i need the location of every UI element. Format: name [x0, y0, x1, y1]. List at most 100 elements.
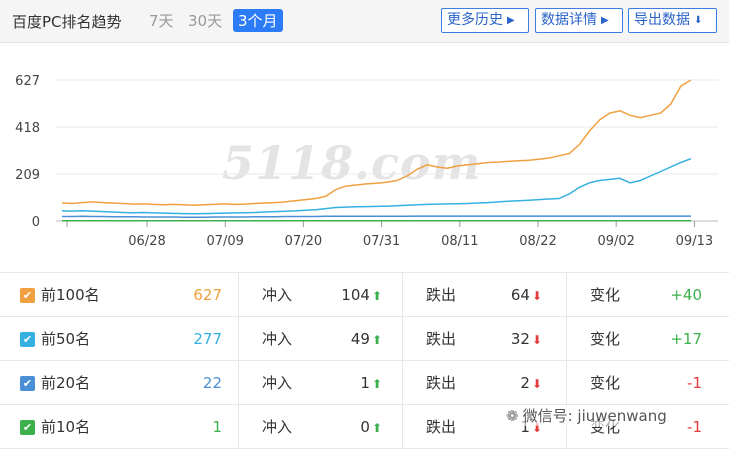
change-value: -1: [687, 374, 702, 392]
in-value: 1: [360, 374, 370, 392]
x-tick-label: 09/02: [597, 234, 634, 249]
divider: [402, 317, 403, 361]
in-label: 冲入: [262, 330, 293, 348]
watermark-logo: 5118.com: [222, 136, 482, 190]
trend-chart-svg: 627 418 209 0 06/28 07/09 07/20 07/31 08/11 08/22…: [15, 74, 718, 249]
change-label: 变化: [590, 374, 621, 392]
x-tick-label: 09/13: [676, 234, 713, 249]
rank-count: 1: [212, 418, 222, 436]
in-value-cell: 1 ⬆: [320, 361, 382, 405]
out-value-cell: 1 ⬇: [480, 405, 542, 449]
divider: [402, 361, 403, 405]
data-details-label: 数据详情: [541, 12, 597, 28]
rank-count: 277: [193, 330, 222, 348]
divider: [238, 273, 239, 317]
rank-label: 前10名: [41, 418, 91, 436]
divider: [402, 405, 403, 449]
divider: [238, 317, 239, 361]
change-label: 变化: [590, 286, 621, 304]
rank-label: 前100名: [41, 286, 100, 304]
series-line-2: [62, 215, 691, 218]
out-label: 跌出: [426, 286, 457, 304]
in-label: 冲入: [262, 286, 293, 304]
checkbox-icon[interactable]: ✔: [20, 420, 35, 435]
in-value: 49: [350, 330, 370, 348]
x-tick-label: 06/28: [128, 234, 165, 249]
x-tick-label: 07/20: [285, 234, 322, 249]
divider: [566, 361, 567, 405]
change-value: -1: [687, 418, 702, 436]
series-line-1: [61, 157, 692, 215]
change-value: +40: [670, 286, 702, 304]
arrow-up-icon: ⬆: [371, 333, 382, 347]
download-icon: ⬇: [694, 15, 703, 26]
checkbox-icon[interactable]: ✔: [20, 332, 35, 347]
rank-label: 前20名: [41, 374, 91, 392]
in-value: 0: [360, 418, 370, 436]
out-value: 64: [510, 286, 530, 304]
divider: [566, 405, 567, 449]
export-data-button[interactable]: 导出数据 ⬇: [628, 8, 717, 33]
divider: [566, 317, 567, 361]
tab-7-days[interactable]: 7天: [149, 12, 174, 30]
divider: [402, 273, 403, 317]
out-label: 跌出: [426, 374, 457, 392]
tab-3-months[interactable]: 3个月: [233, 9, 283, 32]
divider: [566, 273, 567, 317]
out-value-cell: 64 ⬇: [480, 273, 542, 317]
rank-count: 22: [202, 374, 222, 392]
rank-count: 627: [193, 286, 222, 304]
in-label: 冲入: [262, 418, 293, 436]
export-data-label: 导出数据: [634, 12, 690, 28]
arrow-down-icon: ⬇: [531, 289, 542, 303]
caret-right-icon: ▶: [507, 15, 515, 26]
wechat-id: 微信号: jiuwenwang: [522, 407, 667, 425]
out-label: 跌出: [426, 330, 457, 348]
out-value: 2: [520, 374, 530, 392]
table-row: ✔ 前100名 627 冲入 104 ⬆ 跌出 64 ⬇ 变化 +40: [0, 273, 729, 317]
more-history-button[interactable]: 更多历史 ▶: [441, 8, 529, 33]
out-value-cell: 2 ⬇: [480, 361, 542, 405]
more-history-label: 更多历史: [447, 12, 503, 28]
divider: [238, 361, 239, 405]
arrow-up-icon: ⬆: [371, 421, 382, 435]
data-details-button[interactable]: 数据详情 ▶: [535, 8, 623, 33]
change-label: 变化: [590, 330, 621, 348]
out-value: 1: [520, 418, 530, 436]
trend-chart: 5118.com 627 418 209 0 06/28 07/09 07/20 07/31 0…: [0, 44, 729, 270]
arrow-down-icon: ⬇: [531, 377, 542, 391]
y-tick-label: 0: [32, 215, 40, 230]
y-tick-label: 209: [15, 168, 40, 183]
change-value: +17: [670, 330, 702, 348]
tab-30-days[interactable]: 30天: [188, 12, 223, 30]
table-row: ✔ 前20名 22 冲入 1 ⬆ 跌出 2 ⬇ 变化 -1: [0, 361, 729, 405]
arrow-up-icon: ⬆: [371, 377, 382, 391]
arrow-down-icon: ⬇: [531, 421, 542, 435]
x-tick-label: 08/22: [519, 234, 556, 249]
x-tick-label: 07/31: [363, 234, 400, 249]
table-row: ✔ 前50名 277 冲入 49 ⬆ 跌出 32 ⬇ 变化 +17: [0, 317, 729, 361]
header: 百度PC排名趋势 7天 30天 3个月 更多历史 ▶ 数据详情 ▶ 导出数据 ⬇: [0, 0, 729, 43]
y-tick-label: 418: [15, 121, 40, 136]
y-tick-label: 627: [15, 74, 40, 89]
in-value-cell: 104 ⬆: [320, 273, 382, 317]
rank-label: 前50名: [41, 330, 91, 348]
page-title: 百度PC排名趋势: [12, 13, 122, 31]
in-label: 冲入: [262, 374, 293, 392]
in-value: 104: [341, 286, 370, 304]
x-tick-label: 07/09: [206, 234, 243, 249]
in-value-cell: 0 ⬆: [320, 405, 382, 449]
out-value: 32: [510, 330, 530, 348]
out-value-cell: 32 ⬇: [480, 317, 542, 361]
checkbox-icon[interactable]: ✔: [20, 376, 35, 391]
checkbox-icon[interactable]: ✔: [20, 288, 35, 303]
caret-right-icon: ▶: [601, 15, 609, 26]
in-value-cell: 49 ⬆: [320, 317, 382, 361]
wechat-icon: ❁: [506, 407, 519, 425]
x-tick-label: 08/11: [441, 234, 478, 249]
out-label: 跌出: [426, 418, 457, 436]
wechat-overlay: ❁ 微信号: jiuwenwang: [506, 405, 667, 426]
arrow-up-icon: ⬆: [371, 289, 382, 303]
divider: [238, 405, 239, 449]
arrow-down-icon: ⬇: [531, 333, 542, 347]
